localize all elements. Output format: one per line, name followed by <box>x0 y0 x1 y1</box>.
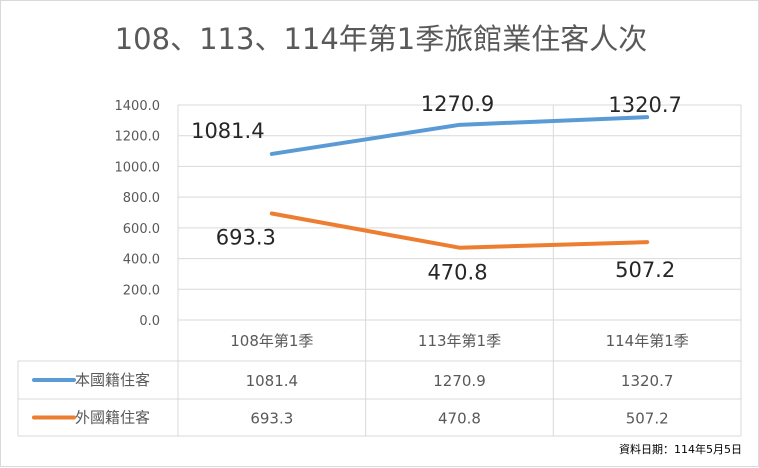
y-tick-label: 800.0 <box>123 191 160 206</box>
data-label: 1320.7 <box>608 93 681 117</box>
y-tick-label: 0.0 <box>139 314 160 329</box>
category-label: 114年第1季 <box>606 332 689 350</box>
y-axis: 0.0 200.0 400.0 600.0 800.0 1000.0 1200.0 1400.… <box>115 99 161 329</box>
table-cell: 507.2 <box>626 410 669 428</box>
table-cell: 693.3 <box>250 410 293 428</box>
table-cell: 1270.9 <box>433 372 486 390</box>
y-tick-label: 400.0 <box>123 253 160 268</box>
y-tick-label: 200.0 <box>123 283 160 298</box>
data-label: 693.3 <box>216 226 276 250</box>
category-label: 108年第1季 <box>230 332 313 350</box>
y-tick-label: 1400.0 <box>115 99 161 114</box>
y-tick-label: 600.0 <box>123 222 160 237</box>
y-tick-label: 1000.0 <box>115 160 161 175</box>
data-label: 507.2 <box>615 258 675 282</box>
series-line <box>272 214 647 248</box>
data-label: 1081.4 <box>191 119 264 143</box>
category-label: 113年第1季 <box>418 332 501 350</box>
legend-label: 本國籍住客 <box>75 371 150 389</box>
table-cell: 470.8 <box>438 410 481 428</box>
y-tick-label: 1200.0 <box>115 130 161 145</box>
legend-label: 外國籍住客 <box>75 409 150 427</box>
table-cell: 1081.4 <box>246 372 299 390</box>
source-note: 資料日期：114年5月5日 <box>619 442 742 456</box>
data-label: 1270.9 <box>421 92 494 116</box>
chart-title: 108、113、114年第1季旅館業住客人次 <box>115 22 648 56</box>
table-cell: 1320.7 <box>621 372 674 390</box>
data-label: 470.8 <box>427 261 487 285</box>
